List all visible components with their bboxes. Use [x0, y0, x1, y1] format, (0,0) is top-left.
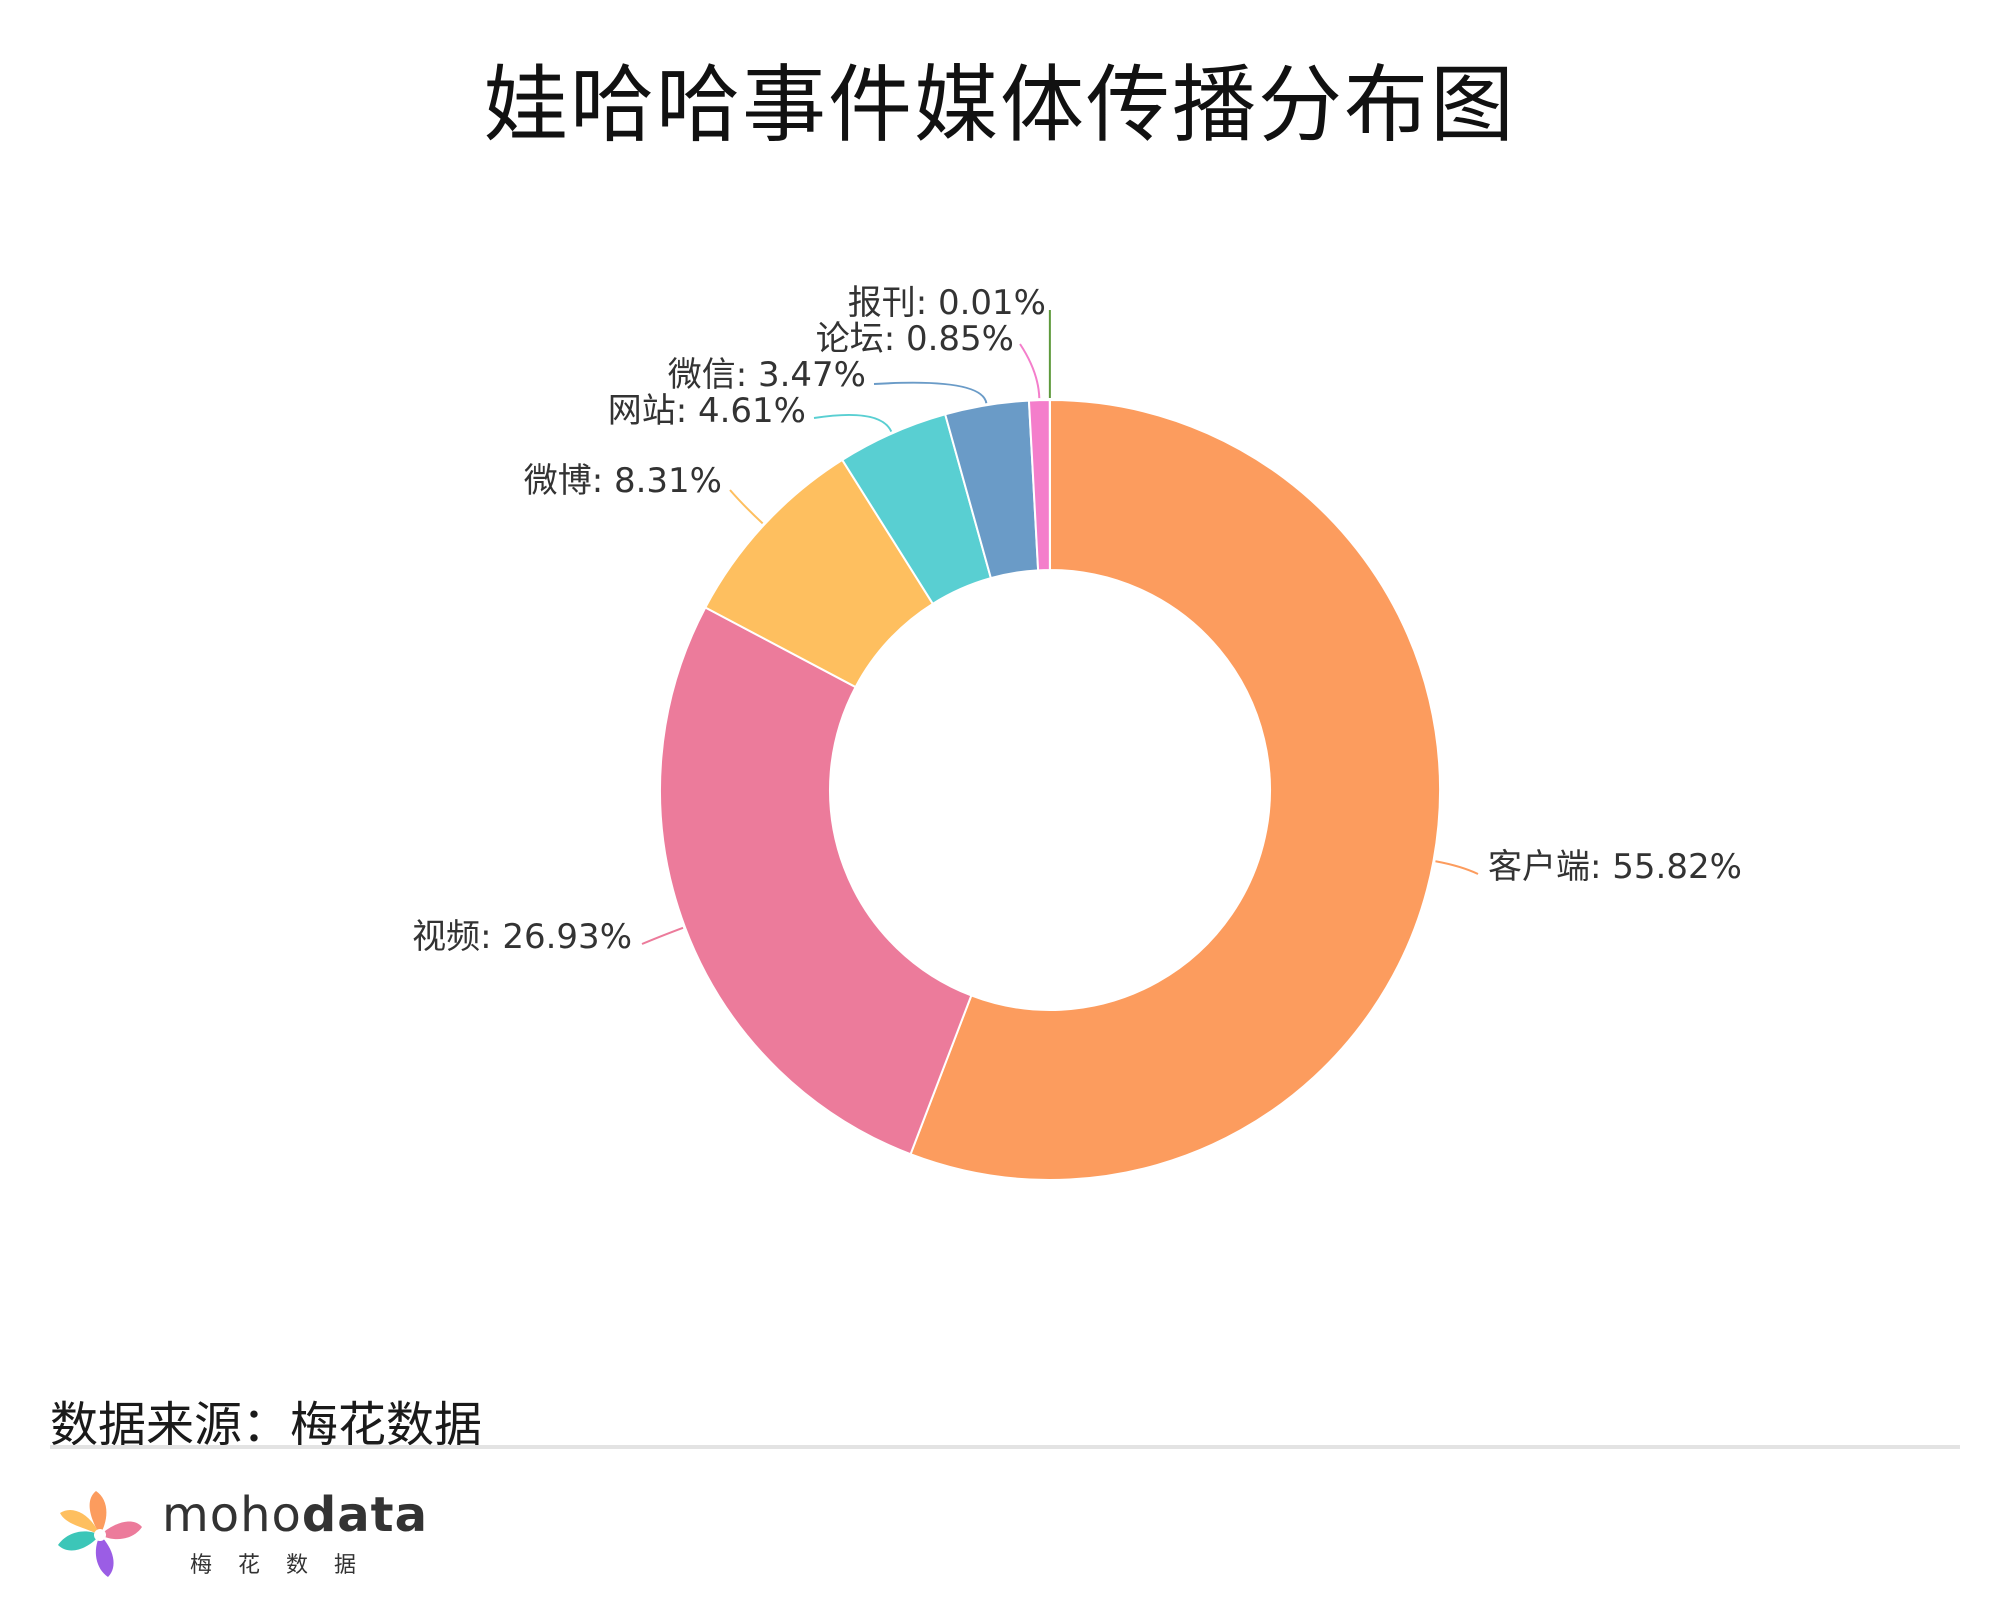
leader-line-5	[873, 381, 988, 404]
leader-line-3	[729, 489, 764, 525]
donut-chart: 客户端: 55.82% 视频: 26.93% 微博: 8.31% 网站: 4.61%微…	[412, 283, 1742, 1181]
leader-line-2	[641, 926, 684, 945]
chart-title: 娃哈哈事件媒体传播分布图	[483, 56, 1516, 154]
label-leader-lines	[641, 310, 1479, 945]
leader-line-6	[1019, 343, 1041, 399]
slice-labels: 客户端: 55.82% 视频: 26.93% 微博: 8.31% 网站: 4.61%微…	[412, 283, 1742, 957]
slice-label-1: 客户端: 55.82%	[1488, 847, 1742, 887]
slice-label-6: 论坛: 0.85%	[816, 319, 1014, 359]
brand-name-bold: data	[301, 1487, 429, 1543]
brand-logo-block: mohodata 梅花数据	[50, 1485, 470, 1585]
donut-slice-1	[909, 398, 1441, 1181]
brand-subtitle: 梅花数据	[190, 1553, 383, 1578]
pinwheel-logo-icon	[58, 1491, 142, 1577]
slice-label-4: 网站: 4.61%	[608, 391, 806, 431]
slice-label-3: 微博: 8.31%	[524, 461, 722, 501]
slice-label-5: 微信: 3.47%	[668, 355, 866, 395]
slice-label-2: 视频: 26.93%	[412, 917, 632, 957]
slice-label-7: 报刊: 0.01%	[848, 283, 1046, 323]
brand-name-light: moho	[162, 1487, 302, 1543]
donut-slice-2	[659, 606, 973, 1156]
leader-line-1	[1435, 860, 1479, 875]
brand-name: mohodata	[162, 1487, 428, 1543]
leader-line-4	[813, 413, 893, 433]
donut-slices	[659, 398, 1441, 1181]
data-source-note: 数据来源：梅花数据	[50, 1397, 483, 1453]
footer-divider	[50, 1445, 1960, 1449]
